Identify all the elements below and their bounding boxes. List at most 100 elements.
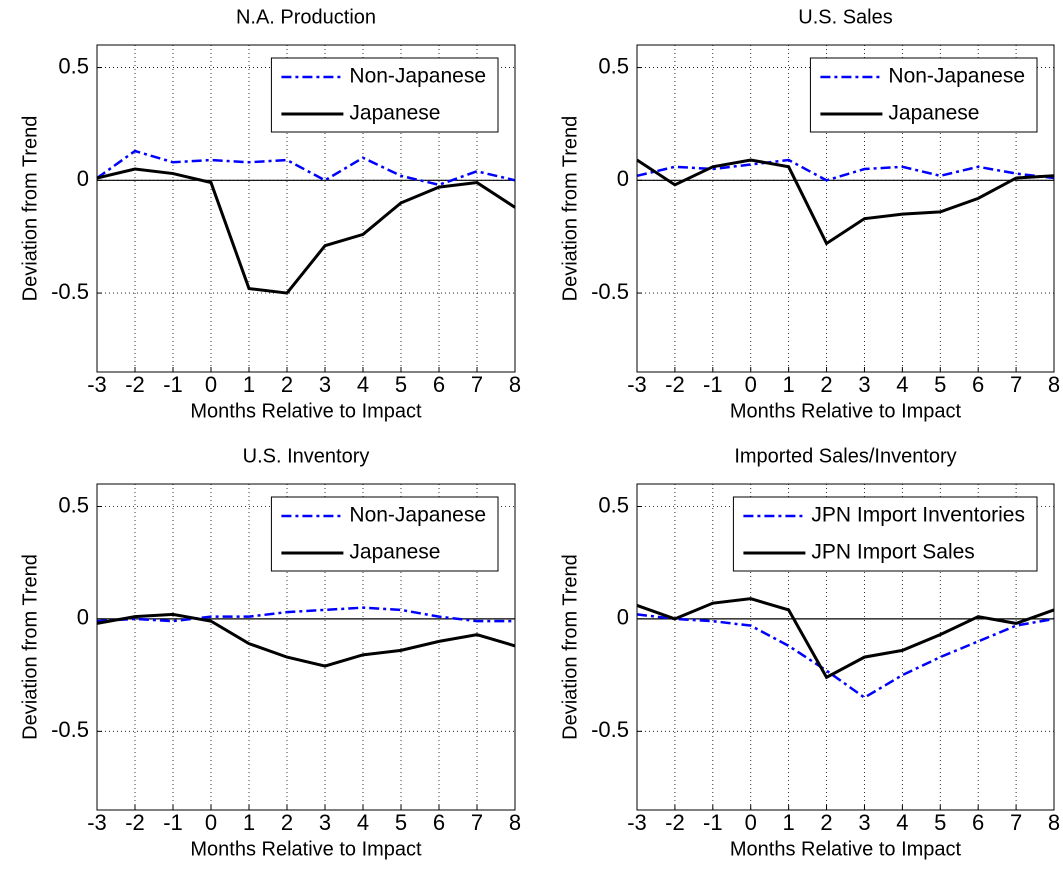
axes-frame: [96, 483, 516, 811]
x-tick-label: -3: [87, 372, 107, 397]
x-tick-label: 0: [205, 810, 217, 835]
chart-title: Imported Sales/Inventory: [734, 445, 956, 467]
x-tick-label: 1: [243, 810, 255, 835]
x-tick-label: 3: [858, 810, 870, 835]
y-tick-label: 0: [617, 166, 629, 191]
legend: Non-Japanese Japanese: [270, 496, 499, 572]
y-axis-label: Deviation from Trend: [19, 116, 41, 302]
x-tick-label: 2: [820, 372, 832, 397]
y-tick-label: 0: [77, 166, 89, 191]
panel: -3 -2 -1 0 1 2 3 4 5 6 7 8 -0.5 0 0.5 Imported Sales/In…: [559, 445, 1060, 860]
x-axis-label: Months Relative to Impact: [190, 400, 422, 422]
y-tick-label: -0.5: [591, 717, 629, 742]
x-tick-label: 2: [820, 810, 832, 835]
legend-box: [270, 57, 499, 133]
y-axis-label: Deviation from Trend: [559, 116, 581, 302]
axes-frame: [96, 44, 516, 373]
series-line: [96, 167, 516, 295]
y-tick-label: 0: [77, 605, 89, 630]
panel: -3 -2 -1 0 1 2 3 4 5 6 7 8 -0.5 0 0.5 U.S. Inventory Mon…: [19, 445, 521, 860]
x-tick-label: 4: [357, 372, 369, 397]
chart-title: N.A. Production: [236, 6, 376, 28]
legend-label: Non-Japanese: [888, 65, 1025, 88]
axes-frame: [636, 483, 1055, 811]
x-tick-label: -1: [163, 810, 183, 835]
legend-label: Japanese: [888, 102, 979, 125]
x-tick-label: -2: [125, 372, 145, 397]
y-tick-label: 0.5: [598, 492, 629, 517]
x-axis-label: Months Relative to Impact: [730, 400, 962, 422]
x-tick-label: -2: [125, 810, 145, 835]
y-tick-label: 0.5: [58, 492, 89, 517]
y-tick-label: 0.5: [598, 53, 629, 78]
x-tick-label: 5: [934, 810, 946, 835]
x-tick-label: 3: [858, 372, 870, 397]
y-tick-label: 0.5: [58, 53, 89, 78]
x-tick-label: 1: [783, 372, 795, 397]
series-line: [96, 606, 515, 623]
x-tick-label: 2: [281, 810, 293, 835]
x-axis-label: Months Relative to Impact: [190, 838, 422, 860]
x-tick-label: -2: [665, 372, 685, 397]
x-tick-label: 7: [1010, 810, 1022, 835]
x-tick-label: 6: [433, 810, 445, 835]
x-tick-label: 7: [471, 372, 483, 397]
legend: JPN Import Inventories JPN Import Sales: [732, 496, 1038, 572]
legend-box: [270, 496, 499, 572]
legend-label: Japanese: [349, 541, 440, 564]
x-tick-label: -1: [163, 372, 183, 397]
x-tick-label: 3: [319, 372, 331, 397]
chart-title: U.S. Sales: [798, 6, 892, 28]
axes-frame: [636, 44, 1055, 373]
y-tick-label: -0.5: [51, 717, 89, 742]
series-line: [636, 597, 1055, 680]
x-tick-label: 4: [896, 810, 908, 835]
legend-label: Japanese: [349, 102, 440, 125]
legend: Non-Japanese Japanese: [270, 57, 499, 133]
x-tick-label: 1: [783, 810, 795, 835]
x-tick-label: 5: [395, 810, 407, 835]
x-tick-label: -1: [703, 810, 723, 835]
x-tick-label: 6: [972, 372, 984, 397]
x-tick-label: 6: [972, 810, 984, 835]
x-tick-label: -3: [627, 372, 647, 397]
series-line: [636, 158, 1055, 246]
y-tick-label: -0.5: [591, 279, 629, 304]
x-tick-label: -3: [87, 810, 107, 835]
x-tick-label: 3: [319, 810, 331, 835]
x-axis-label: Months Relative to Impact: [730, 838, 962, 860]
x-tick-label: 8: [509, 372, 521, 397]
x-tick-label: 8: [1048, 372, 1060, 397]
legend-box: [732, 496, 1038, 572]
x-tick-label: 4: [357, 810, 369, 835]
x-tick-label: 6: [433, 372, 445, 397]
legend: Non-Japanese Japanese: [809, 57, 1038, 133]
legend-label: JPN Import Inventories: [811, 504, 1025, 527]
x-tick-label: 5: [395, 372, 407, 397]
x-tick-label: 8: [1048, 810, 1060, 835]
x-tick-label: 7: [471, 810, 483, 835]
legend-box: [809, 57, 1038, 133]
x-tick-label: 0: [745, 372, 757, 397]
chart-title: U.S. Inventory: [243, 445, 370, 467]
y-axis-label: Deviation from Trend: [19, 554, 41, 740]
series-line: [96, 612, 516, 668]
panel: -3 -2 -1 0 1 2 3 4 5 6 7 8 -0.5 0 0.5 N.A. Production Mo…: [19, 6, 521, 422]
x-tick-label: 5: [934, 372, 946, 397]
x-tick-label: -1: [703, 372, 723, 397]
x-tick-label: 8: [509, 810, 521, 835]
x-tick-label: 7: [1010, 372, 1022, 397]
x-tick-label: -2: [665, 810, 685, 835]
y-axis-label: Deviation from Trend: [559, 554, 581, 740]
series-line: [636, 613, 1055, 700]
legend-label: Non-Japanese: [349, 65, 486, 88]
x-tick-label: 2: [281, 372, 293, 397]
x-tick-label: 1: [243, 372, 255, 397]
x-tick-label: -3: [627, 810, 647, 835]
panel: -3 -2 -1 0 1 2 3 4 5 6 7 8 -0.5 0 0.5 U.S. Sales Months …: [559, 6, 1060, 422]
y-tick-label: 0: [617, 605, 629, 630]
x-tick-label: 4: [896, 372, 908, 397]
legend-label: Non-Japanese: [349, 504, 486, 527]
series-line: [96, 149, 516, 187]
